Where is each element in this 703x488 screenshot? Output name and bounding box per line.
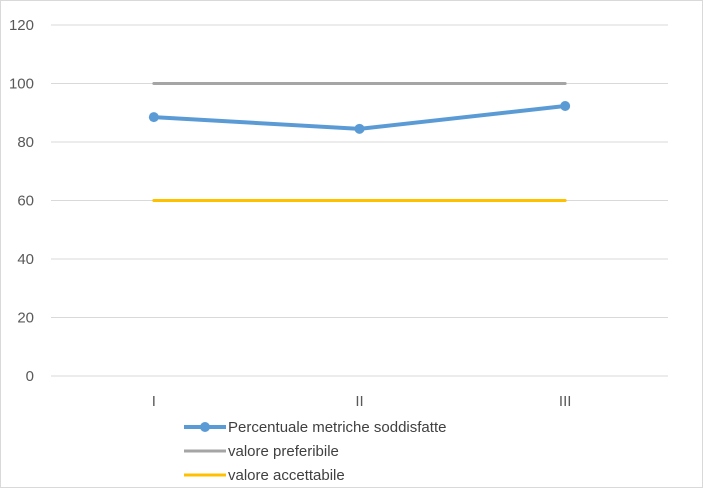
y-tick-label-20: 20 xyxy=(17,310,34,327)
legend-label-valore-preferibile: valore preferibile xyxy=(228,443,339,460)
legend-label-valore-accettabile: valore accettabile xyxy=(228,467,345,484)
y-axis-tick-labels: 0 20 40 60 80 100 120 xyxy=(9,17,34,385)
x-tick-label-iii: III xyxy=(559,393,572,410)
data-point-percentuale-metriche-soddisfatte-ii xyxy=(354,123,365,134)
y-tick-label-100: 100 xyxy=(9,76,34,93)
data-point-percentuale-metriche-soddisfatte-iii xyxy=(560,101,571,112)
y-tick-label-120: 120 xyxy=(9,17,34,34)
y-tick-label-60: 60 xyxy=(17,193,34,210)
legend-marker-percentuale-metriche-soddisfatte xyxy=(200,422,210,432)
y-tick-label-40: 40 xyxy=(17,251,34,268)
legend: Percentuale metriche soddisfatte valore p… xyxy=(184,419,446,484)
series-lines xyxy=(148,82,571,202)
x-axis-tick-labels: I II III xyxy=(152,393,572,410)
data-point-percentuale-metriche-soddisfatte-i xyxy=(148,112,159,123)
legend-label-percentuale-metriche-soddisfatte: Percentuale metriche soddisfatte xyxy=(228,419,446,436)
y-tick-label-0: 0 xyxy=(26,368,34,385)
x-tick-label-ii: II xyxy=(355,393,363,410)
x-tick-label-i: I xyxy=(152,393,156,410)
y-tick-label-80: 80 xyxy=(17,134,34,151)
